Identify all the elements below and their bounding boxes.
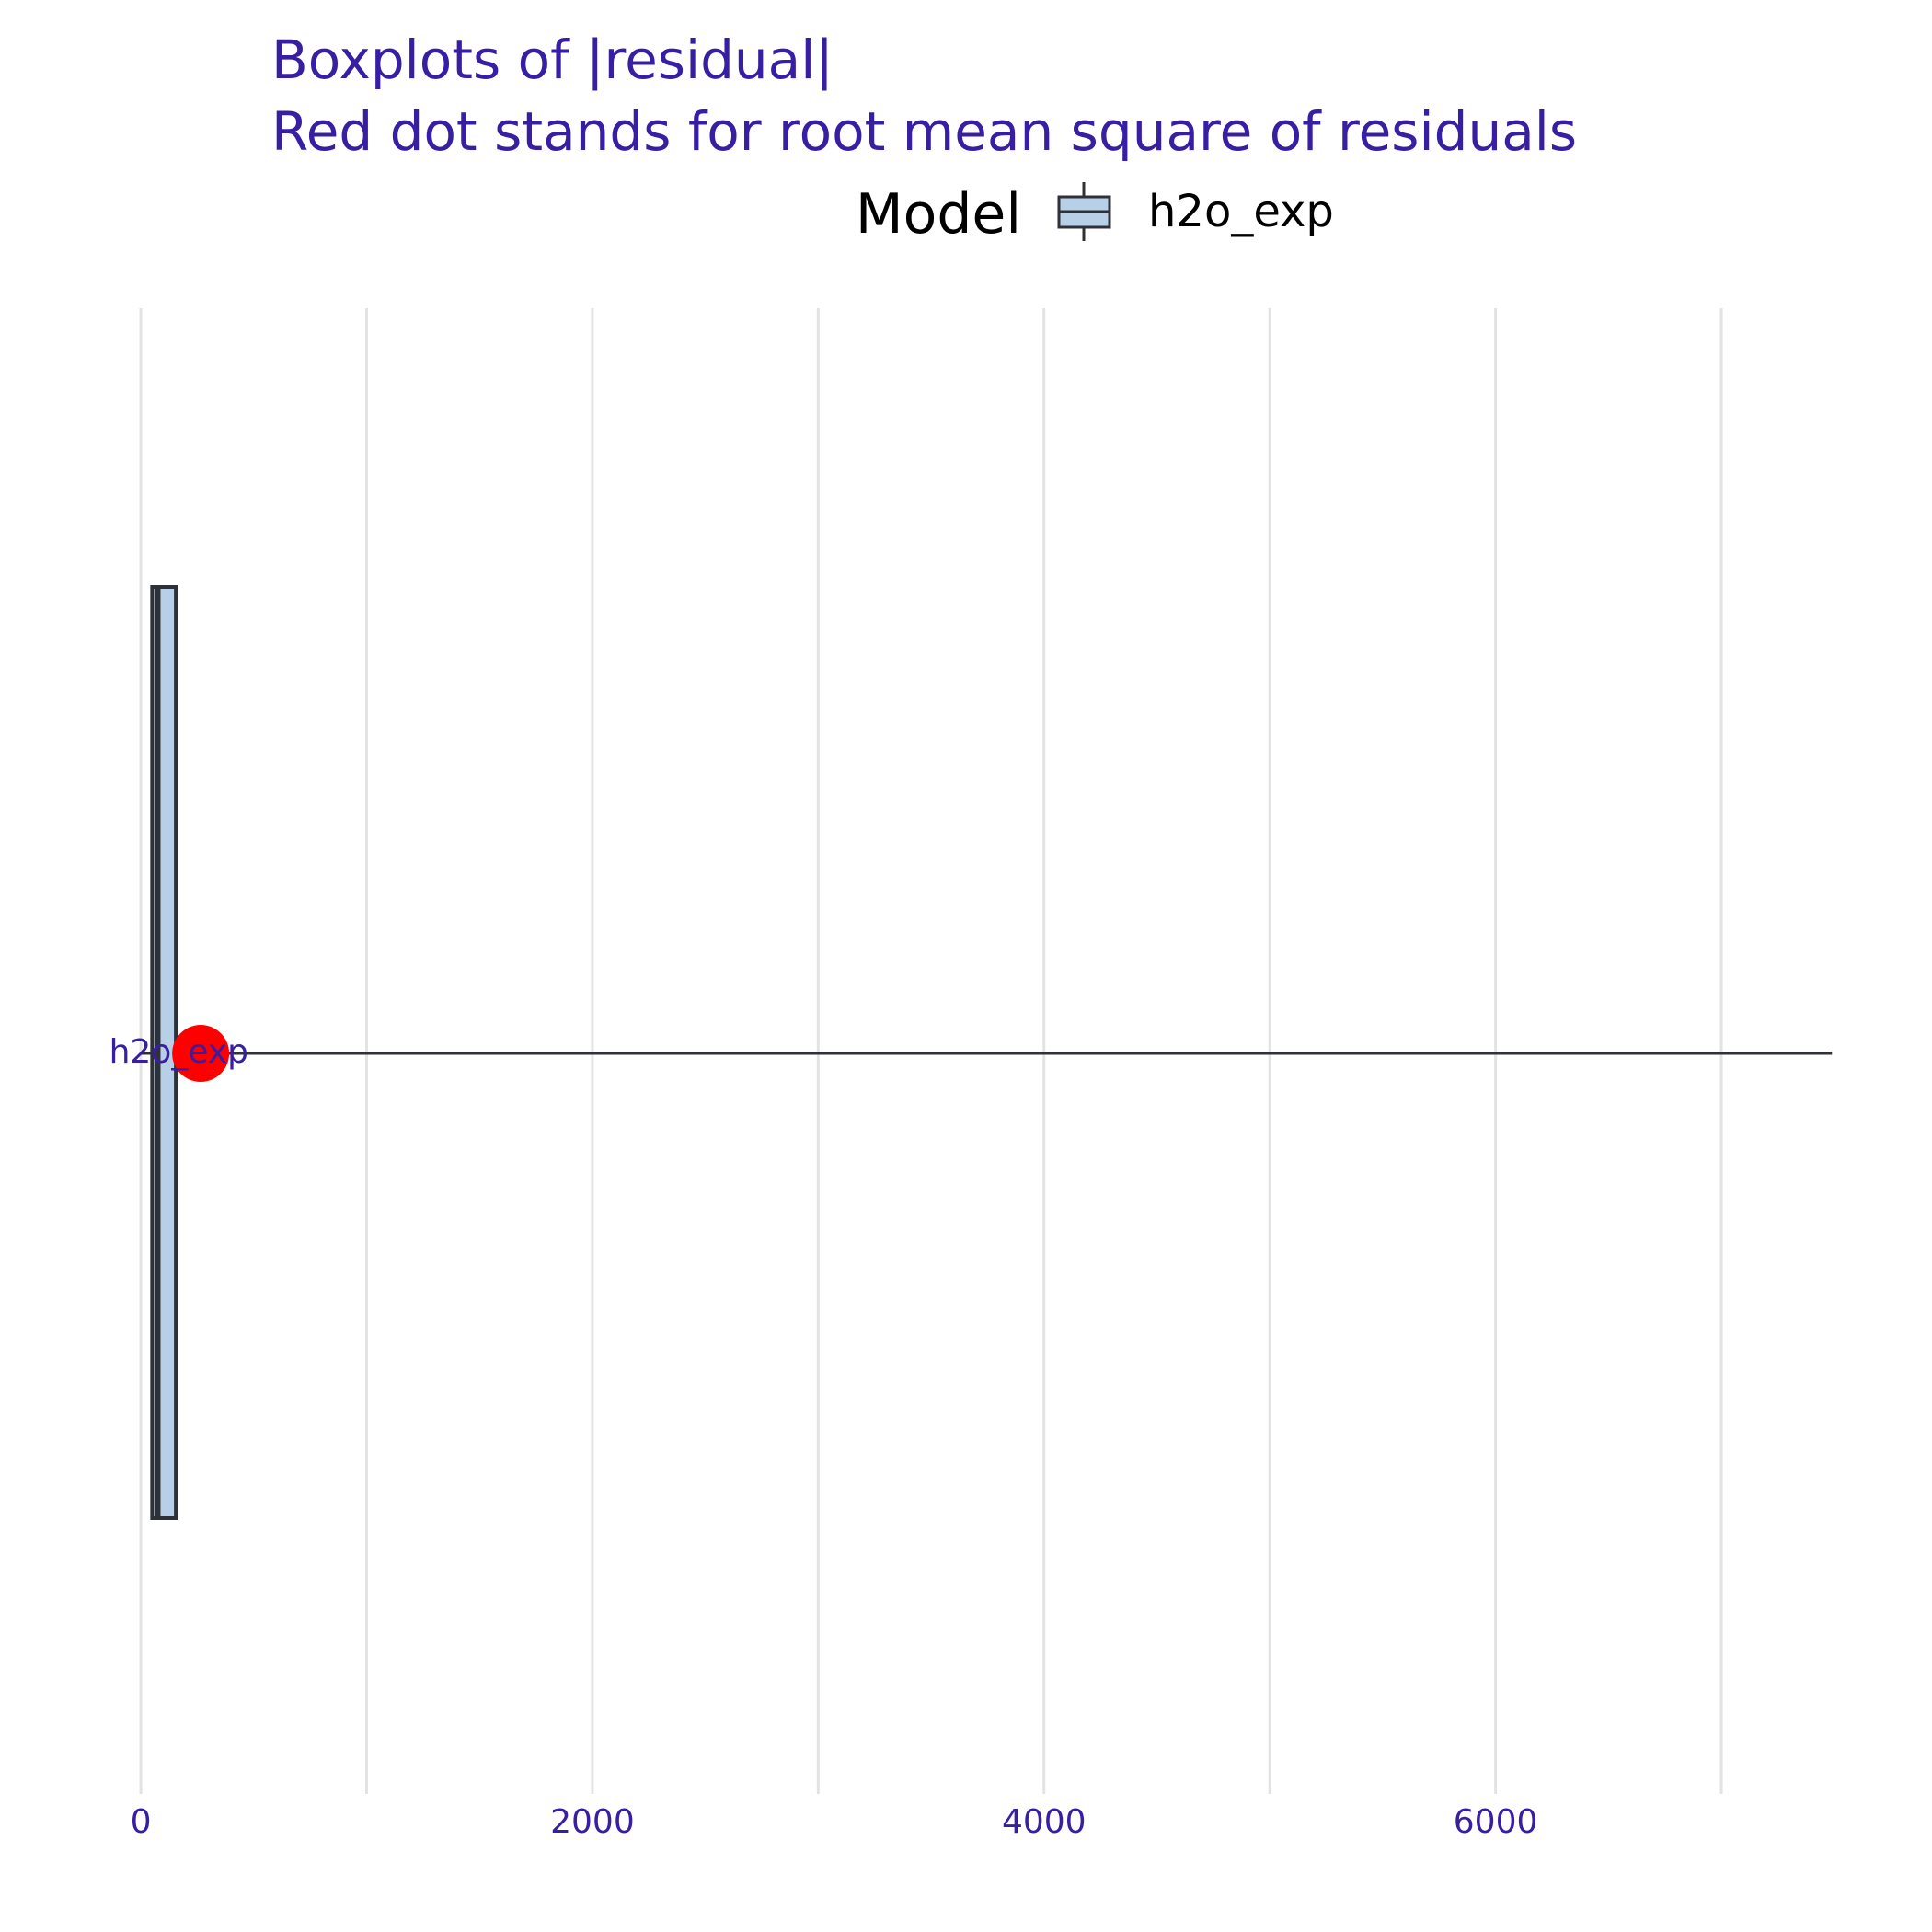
x-tick-label: 4000 <box>1002 1803 1087 1841</box>
x-tick-label: 6000 <box>1454 1803 1538 1841</box>
x-tick-labels: 0 2000 4000 6000 <box>131 1803 1538 1841</box>
legend-title: Model <box>856 182 1021 247</box>
chart-title: Boxplots of |residual| <box>271 29 834 91</box>
boxplot-h2o-exp <box>141 585 1833 1520</box>
legend-label-h2o-exp: h2o_exp <box>1148 186 1334 237</box>
x-gridlines <box>139 308 1723 1794</box>
x-tick-label: 2000 <box>550 1803 635 1841</box>
x-tick-label: 0 <box>131 1803 152 1841</box>
y-category-label: h2o_exp <box>109 1033 248 1071</box>
legend: Model h2o_exp <box>856 182 1334 247</box>
chart-subtitle: Red dot stands for root mean square of r… <box>271 100 1577 163</box>
boxplot-layer <box>141 585 1833 1520</box>
rms-dot <box>172 1025 230 1082</box>
legend-key-h2o-exp <box>1057 182 1111 241</box>
